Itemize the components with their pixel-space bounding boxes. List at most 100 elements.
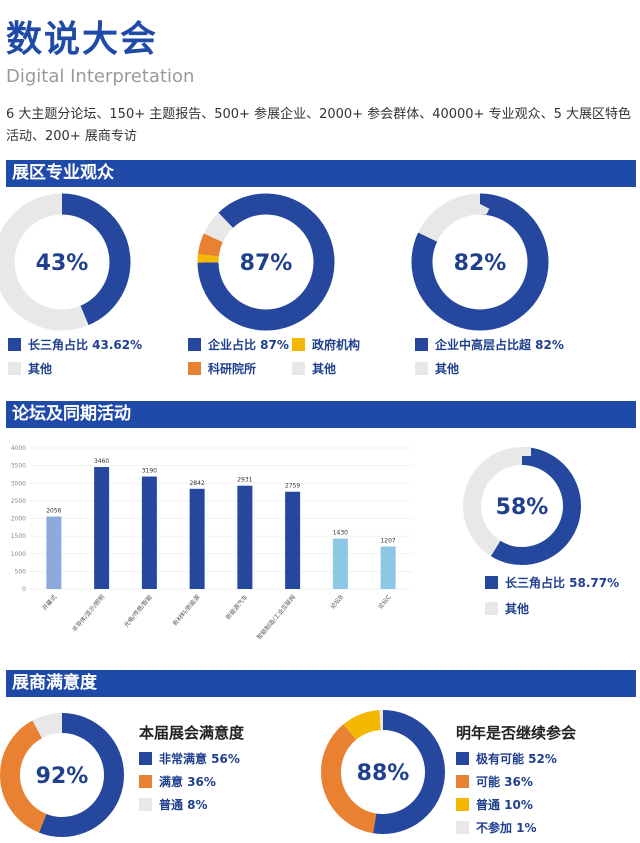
y-tick-label: 0 bbox=[22, 586, 26, 593]
legend-swatch bbox=[188, 362, 201, 375]
legend-label: 可能 36% bbox=[476, 775, 533, 789]
y-tick-label: 2000 bbox=[11, 516, 26, 523]
y-tick-label: 3500 bbox=[11, 463, 26, 470]
legend-swatch bbox=[485, 576, 498, 589]
legend-swatch bbox=[8, 338, 21, 351]
legend-swatch bbox=[456, 752, 469, 765]
y-tick-label: 1000 bbox=[11, 551, 26, 558]
satisfaction-chart-title: 本届展会满意度 bbox=[139, 724, 245, 742]
legend-item: 可能 36% bbox=[456, 773, 533, 790]
donut-slice bbox=[321, 710, 445, 834]
legend-item: 企业中高层占比超 82% bbox=[415, 336, 564, 353]
legend-item: 政府机构 bbox=[292, 336, 360, 353]
legend-label: 其他 bbox=[505, 602, 530, 616]
bar bbox=[94, 467, 110, 589]
legend-item: 其他 bbox=[292, 360, 336, 377]
bar bbox=[237, 485, 253, 589]
legend-label: 满意 36% bbox=[159, 775, 216, 789]
legend-label: 科研院所 bbox=[208, 362, 257, 376]
legend-swatch bbox=[8, 362, 21, 375]
page-title: 数说大会 bbox=[6, 19, 159, 60]
bar-value-label: 1207 bbox=[380, 537, 395, 544]
legend-label: 普通 10% bbox=[476, 798, 533, 812]
donut-center-label: 43% bbox=[36, 251, 89, 276]
legend-item: 不参加 1% bbox=[456, 819, 537, 836]
page-subtitle: Digital Interpretation bbox=[6, 66, 195, 87]
donut-slice bbox=[0, 193, 131, 331]
legend-item: 其他 bbox=[415, 360, 459, 377]
legend-item: 其他 bbox=[8, 360, 52, 377]
legend-label: 政府机构 bbox=[312, 338, 361, 352]
y-tick-label: 4000 bbox=[11, 445, 26, 452]
donut-center-label: 88% bbox=[357, 761, 410, 786]
legend-swatch bbox=[292, 362, 305, 375]
bar-value-label: 2931 bbox=[237, 477, 252, 484]
section-band-forum: 论坛及同期活动 bbox=[6, 401, 636, 428]
bar bbox=[189, 488, 205, 589]
legend-swatch bbox=[415, 338, 428, 351]
legend-item: 长三角占比 43.62% bbox=[8, 336, 142, 353]
legend-swatch bbox=[139, 752, 152, 765]
donut-slice bbox=[463, 447, 581, 565]
section-band-audience: 展区专业观众 bbox=[6, 160, 636, 187]
legend-swatch bbox=[292, 338, 305, 351]
legend-swatch bbox=[456, 775, 469, 788]
y-tick-label: 1500 bbox=[11, 533, 26, 540]
page-description: 6 大主题分论坛、150+ 主题报告、500+ 参展企业、2000+ 参会群体、… bbox=[6, 107, 631, 144]
bar bbox=[285, 491, 301, 589]
legend-label: 普通 8% bbox=[159, 798, 208, 812]
legend-swatch bbox=[485, 602, 498, 615]
legend-item: 科研院所 bbox=[188, 360, 256, 377]
legend-item: 非常满意 56% bbox=[139, 750, 240, 767]
legend-item: 普通 10% bbox=[456, 796, 533, 813]
bar-value-label: 2759 bbox=[285, 483, 300, 490]
donut-slice bbox=[321, 710, 445, 834]
donut-center-label: 92% bbox=[36, 764, 89, 789]
donut-center-label: 58% bbox=[496, 495, 549, 520]
legend-item: 普通 8% bbox=[139, 796, 208, 813]
legend-item: 企业占比 87% bbox=[188, 336, 289, 353]
donut-slice bbox=[197, 193, 335, 331]
bar-value-label: 3190 bbox=[142, 468, 157, 475]
legend-item: 长三角占比 58.77% bbox=[485, 574, 619, 591]
bar bbox=[380, 546, 396, 589]
bar-value-label: 2056 bbox=[46, 508, 61, 515]
donut-center-label: 82% bbox=[454, 251, 507, 276]
donut-slice bbox=[0, 713, 124, 837]
bar-value-label: 3460 bbox=[94, 458, 109, 465]
legend-item: 满意 36% bbox=[139, 773, 216, 790]
bar-value-label: 1430 bbox=[333, 530, 348, 537]
legend-label: 非常满意 56% bbox=[159, 752, 240, 766]
legend-label: 企业占比 87% bbox=[208, 338, 289, 352]
return-intent-chart-title: 明年是否继续参会 bbox=[456, 724, 577, 742]
bar bbox=[46, 516, 62, 589]
bar bbox=[332, 538, 348, 589]
legend-swatch bbox=[415, 362, 428, 375]
legend-label: 其他 bbox=[28, 362, 53, 376]
donut-slice bbox=[411, 193, 549, 331]
legend-item: 极有可能 52% bbox=[456, 750, 557, 767]
bar bbox=[141, 476, 157, 589]
donut-slice bbox=[0, 713, 124, 837]
legend-swatch bbox=[188, 338, 201, 351]
legend-label: 长三角占比 43.62% bbox=[28, 338, 143, 352]
legend-swatch bbox=[139, 775, 152, 788]
y-tick-label: 500 bbox=[15, 568, 27, 575]
legend-swatch bbox=[456, 821, 469, 834]
legend-label: 其他 bbox=[435, 362, 460, 376]
legend-swatch bbox=[139, 798, 152, 811]
legend-label: 不参加 1% bbox=[476, 821, 537, 835]
legend-label: 长三角占比 58.77% bbox=[505, 576, 620, 590]
legend-label: 其他 bbox=[312, 362, 337, 376]
section-band-exhibitor: 展商满意度 bbox=[6, 670, 636, 697]
legend-item: 其他 bbox=[485, 600, 529, 617]
y-tick-label: 3000 bbox=[11, 480, 26, 487]
bar-value-label: 2842 bbox=[189, 480, 204, 487]
